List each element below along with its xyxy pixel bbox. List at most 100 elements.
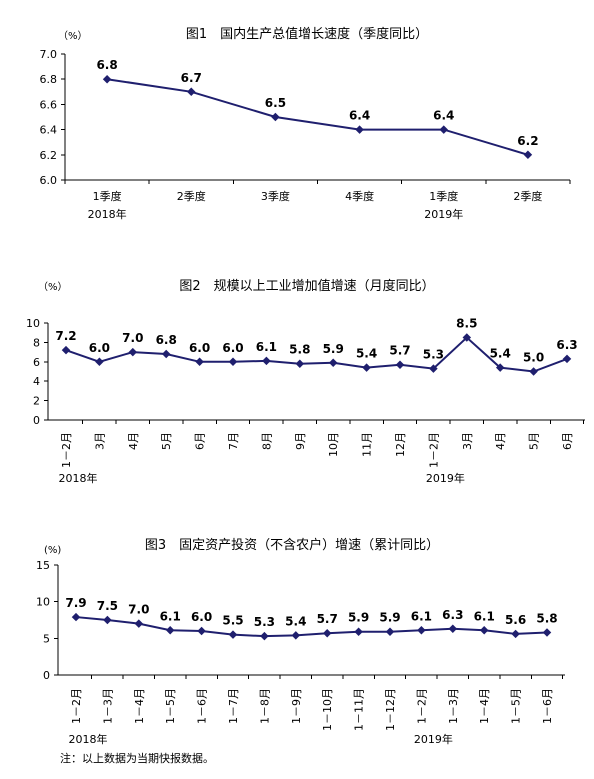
x-tick-label: 1－2月	[70, 688, 83, 724]
data-point	[195, 357, 204, 367]
data-label: 5.9	[323, 342, 344, 356]
data-point	[102, 74, 112, 84]
data-label: 5.3	[423, 348, 444, 362]
data-label: 5.4	[490, 347, 511, 361]
footnote: 注：以上数据为当期快报数据。	[60, 751, 214, 765]
x-tick-label: 3月	[461, 432, 474, 450]
data-label: 5.3	[254, 615, 275, 629]
data-point	[295, 359, 305, 368]
y-unit-label: （%）	[58, 30, 88, 42]
data-label: 5.6	[505, 613, 526, 627]
data-label: 6.5	[265, 96, 286, 110]
data-point	[362, 363, 371, 372]
y-tick-label: 2	[33, 395, 40, 408]
data-point	[165, 626, 175, 635]
x-tick-label: 2季度	[513, 189, 542, 203]
year-label: 2018年	[59, 471, 98, 485]
x-tick-label: 9月	[294, 432, 307, 450]
series-line	[65, 336, 568, 373]
data-label: 6.3	[556, 338, 577, 352]
x-tick-label: 1－2月	[427, 432, 440, 468]
chart-title: 图2 规模以上工业增加值增速（月度同比）	[179, 278, 434, 294]
y-tick-label: 5	[43, 632, 50, 645]
data-label: 6.0	[189, 341, 210, 355]
data-point	[462, 333, 472, 342]
data-point	[61, 345, 71, 355]
y-tick-label: 15	[36, 559, 50, 572]
data-point	[562, 354, 572, 364]
data-point	[523, 150, 533, 160]
data-point	[429, 364, 438, 373]
fixed-asset-investment-chart: 图3 固定资产投资（不含农户）增速（累计同比） (%) 0 5 10 15 1－2月 1－…	[36, 537, 565, 746]
data-label: 6.7	[181, 71, 202, 85]
data-label: 6.0	[191, 610, 212, 624]
data-label: 6.0	[222, 341, 243, 355]
data-label: 5.4	[356, 347, 377, 361]
y-unit-label: (%)	[44, 545, 61, 556]
data-point	[448, 624, 458, 634]
x-tick-label: 1－10月	[321, 688, 334, 731]
data-label: 6.8	[96, 58, 117, 72]
series-line	[106, 78, 529, 156]
x-tick-label: 3季度	[261, 189, 290, 203]
x-tick-label: 1季度	[93, 189, 122, 203]
x-tick-label: 1－7月	[227, 688, 240, 724]
x-tick-label: 1－3月	[447, 688, 460, 724]
x-tick-label: 1季度	[429, 189, 458, 203]
data-point	[385, 627, 395, 636]
data-point	[187, 87, 196, 97]
data-point	[128, 347, 138, 357]
year-label: 2018年	[69, 732, 108, 746]
data-label: 7.9	[65, 596, 86, 610]
x-tick-label: 7月	[227, 432, 240, 450]
data-label: 5.8	[289, 343, 310, 357]
data-label: 7.0	[122, 331, 143, 345]
data-label: 6.4	[433, 109, 454, 123]
data-point	[260, 631, 269, 641]
x-tick-label: 12月	[394, 432, 407, 457]
x-tick-label: 2季度	[177, 189, 206, 203]
data-point	[228, 630, 238, 639]
data-point	[354, 627, 363, 636]
data-point	[291, 631, 301, 640]
x-tick-label: 8月	[260, 432, 273, 450]
x-tick-label: 6月	[194, 432, 207, 450]
y-tick-label: 7.0	[40, 48, 58, 61]
y-tick-label: 10	[36, 596, 50, 609]
data-point	[262, 356, 271, 366]
y-tick-label: 0	[43, 669, 50, 682]
data-point	[71, 612, 81, 622]
data-label: 6.2	[517, 134, 538, 148]
x-tick-label: 1－3月	[101, 688, 114, 724]
data-label: 7.2	[55, 329, 76, 343]
x-tick-label: 4月	[494, 432, 507, 450]
y-tick-label: 6.4	[40, 124, 58, 137]
data-point	[417, 626, 426, 635]
x-tick-label: 1－11月	[353, 688, 366, 731]
year-label: 2018年	[88, 207, 127, 221]
year-label: 2019年	[426, 471, 465, 485]
data-label: 6.3	[442, 608, 463, 622]
data-label: 6.1	[411, 609, 432, 623]
data-label: 5.7	[389, 344, 410, 358]
x-tick-label: 5月	[528, 432, 541, 450]
data-point	[479, 626, 489, 635]
x-tick-label: 11月	[361, 432, 374, 457]
y-tick-label: 4	[33, 375, 40, 388]
data-label: 5.7	[317, 612, 338, 626]
x-tick-label: 4月	[127, 432, 140, 450]
year-label: 2019年	[424, 207, 463, 221]
y-tick-label: 6	[33, 356, 40, 369]
industrial-value-added-chart: 图2 规模以上工业增加值增速（月度同比） （%） 0 2 4 6 8 10 1－2月 3月 4月…	[26, 278, 585, 485]
data-point	[328, 358, 338, 368]
data-label: 6.1	[256, 340, 277, 354]
year-label: 2019年	[414, 732, 453, 746]
data-point	[495, 363, 505, 372]
gdp-growth-chart: 图1 国内生产总值增长速度（季度同比） （%） 6.0 6.2 6.4 6.6 6.8 7…	[40, 26, 571, 221]
data-label: 5.0	[523, 351, 544, 365]
x-tick-label: 5月	[160, 432, 173, 450]
data-point	[395, 360, 405, 369]
x-tick-label: 1－4月	[478, 688, 491, 724]
y-unit-label: （%）	[38, 281, 68, 293]
